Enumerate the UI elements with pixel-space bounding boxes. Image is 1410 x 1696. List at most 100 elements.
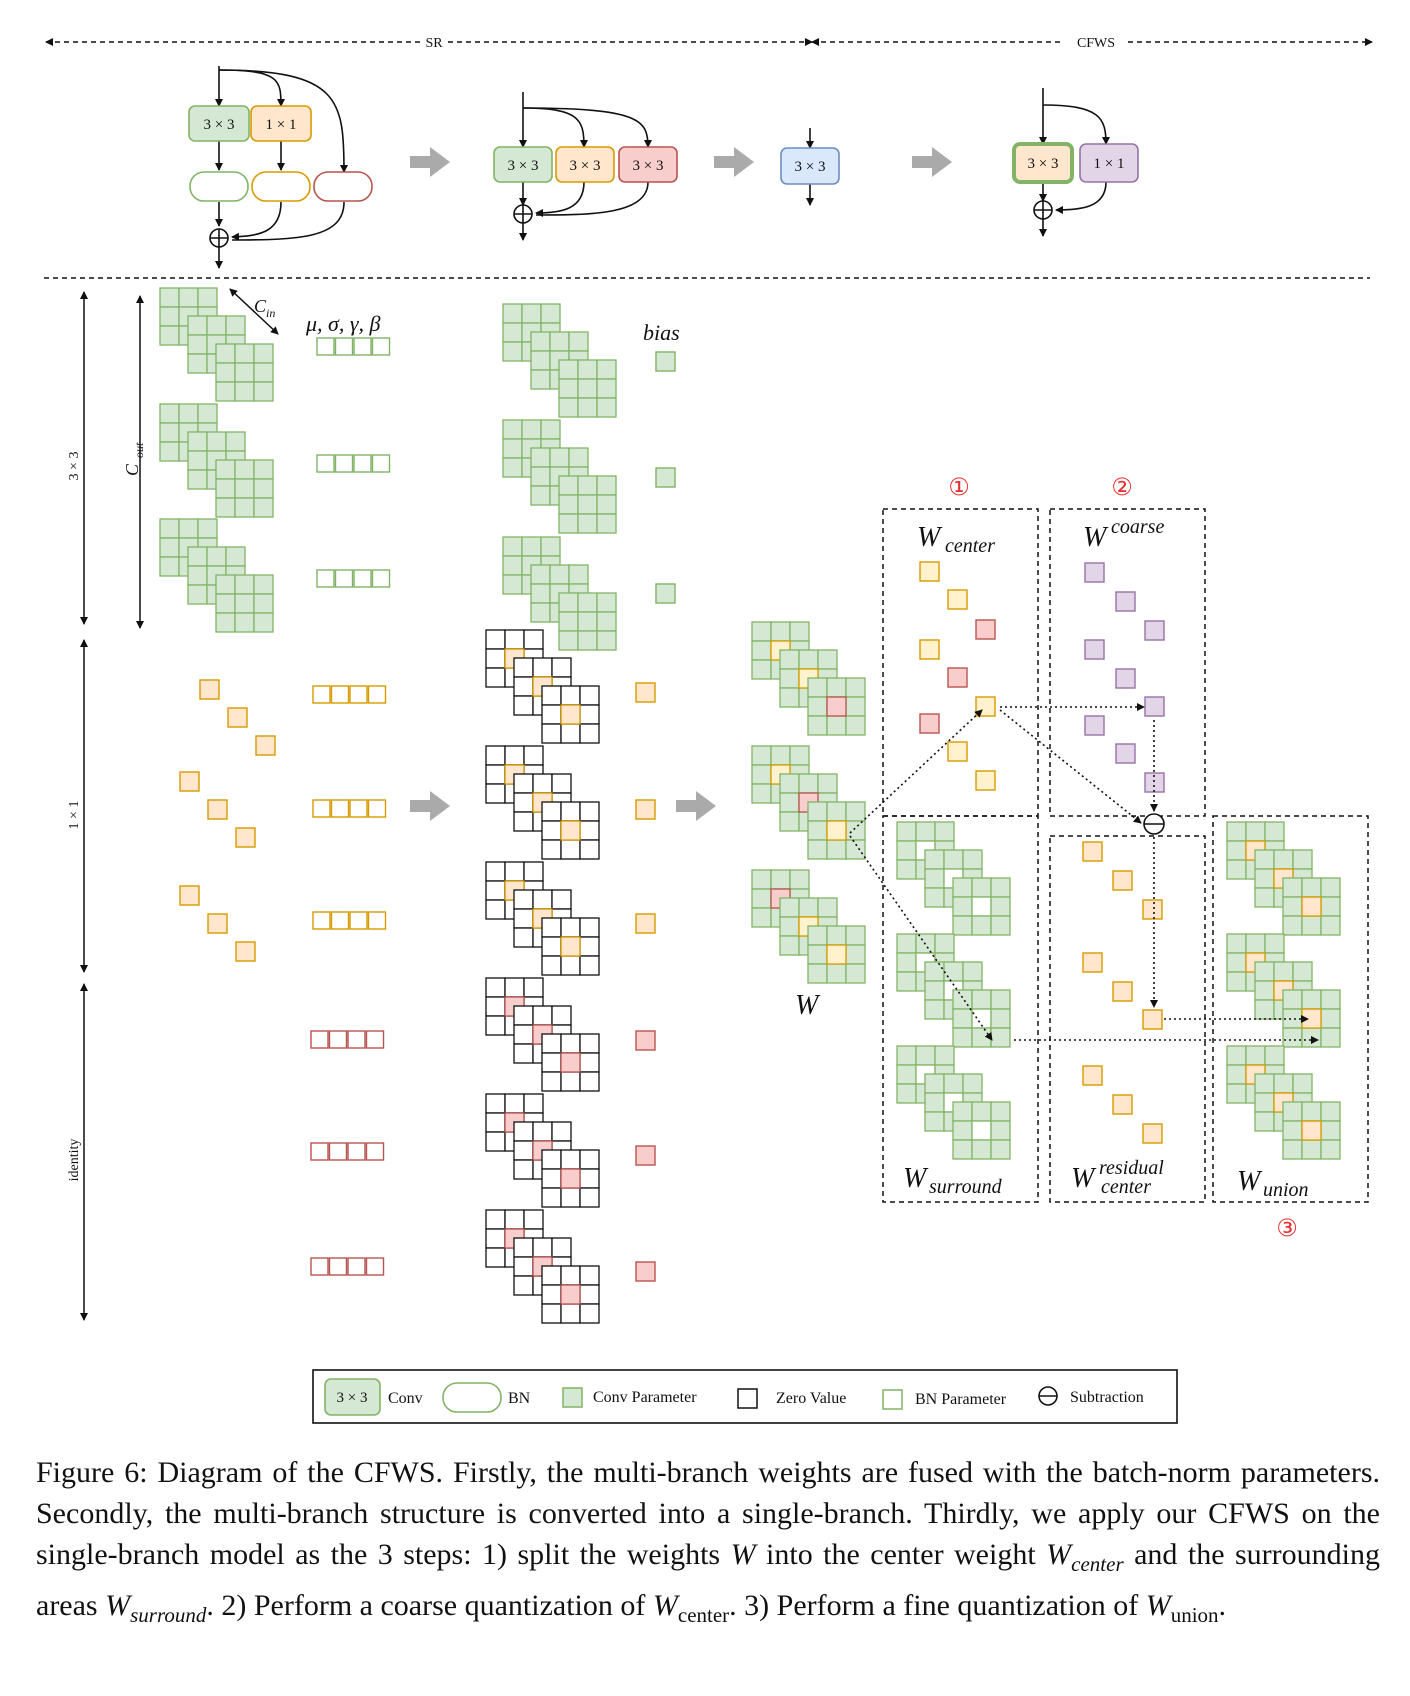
bn-parameter-cell [334,569,354,588]
weight-cell [513,1043,534,1064]
weight-cell [206,315,227,336]
coarse-weight [1115,743,1136,764]
fused-conv3x3-orange [555,146,615,183]
weight-cell [779,916,800,937]
weight-cell [215,362,236,383]
weight-cell [952,915,973,936]
weight-cell [990,915,1011,936]
svg-text:surround: surround [929,1176,1003,1198]
weight-cell [234,497,255,518]
weight-cell [541,1052,562,1073]
weight-cell [178,518,199,539]
weight-cell [896,840,917,861]
weight-cell [596,513,617,534]
weight-cell [234,381,255,402]
weight-cell [924,961,945,982]
weight-cell [751,783,772,804]
top-section: SR CFWS 3 × 3 1 × 1 [44,36,1373,279]
bn-parameter-cell [310,1257,329,1276]
bn-parameter-cell [353,337,372,356]
conv3x3-block [188,105,250,142]
conv1x1-label: 1 × 1 [266,117,297,133]
weight-cell [1292,1073,1313,1094]
weight-cell [1254,849,1275,870]
legend-zero-label: Zero Value [776,1390,846,1407]
single-conv3x3 [780,147,840,185]
bn-parameter-cell [367,685,387,704]
weight-cell [770,869,791,890]
weight-cell [962,1073,983,1094]
svg-text:coarse: coarse [1111,516,1164,538]
w-surround-title: W surround [903,1163,1003,1198]
svg-text:W: W [917,522,943,553]
weight-cell [845,801,866,822]
residual-weight [1082,952,1103,973]
weight-cell [596,359,617,380]
weight-cell [532,773,553,794]
weight-cell [206,546,227,567]
weight-cell [159,537,180,558]
weight-cell [541,917,562,938]
weight-cell [990,1008,1011,1029]
svg-text:union: union [1263,1179,1309,1201]
box-w-coarse [1049,508,1206,817]
weight-cell [779,792,800,813]
weight-cell [215,343,236,364]
weight-cell [568,564,589,585]
weight-cell [952,877,973,898]
weight-cell [1282,989,1303,1010]
weight-cell [225,315,246,336]
weight-cell [807,801,828,822]
weight-cell [513,773,534,794]
weight-cell [1245,821,1266,842]
fused-conv3x3-green-label: 3 × 3 [508,158,539,174]
legend: 3 × 3 Conv BN Conv Parameter Zero Value … [312,1369,1178,1424]
center-weight [975,770,996,791]
weight-cell [1320,1120,1341,1141]
weight-cell [504,861,525,882]
weight-cell [751,869,772,890]
weight-cell [549,564,570,585]
weight-cell [558,475,579,496]
legend-conv-param-label: Conv Parameter [593,1389,697,1406]
weight-cell [504,629,525,650]
weight-cell [971,989,992,1010]
weight-cell [1226,1045,1247,1066]
weight-cell [1254,980,1275,1001]
weight-cell [187,431,208,452]
weight-cell [234,459,255,480]
weight-cell [551,889,572,910]
bn-parameter-cell [328,1030,348,1049]
weight-cell [530,466,551,487]
bn-parameter-cell [330,799,350,818]
bias-square [635,682,656,703]
weight-cell [530,350,551,371]
stage-arrows [410,147,952,177]
weight-cell [596,592,617,613]
weight-cell [896,1083,917,1104]
weight-cell [558,359,579,380]
weight-cell [502,574,523,595]
bias-square [655,467,676,488]
residual-weight [1112,870,1133,891]
cfws-diagram: SR CFWS 3 × 3 1 × 1 [44,36,1373,1424]
svg-text:W: W [903,1163,929,1194]
weight-cell [485,783,506,804]
weight-cell [485,629,506,650]
residual-weight [1082,1065,1103,1086]
weight-cell [1264,933,1285,954]
weight-cell [234,593,255,614]
weight-cell [798,649,819,670]
weight-cell [502,341,523,362]
weight-cell-highlight [1301,1120,1322,1141]
weight-cell [513,1024,534,1045]
weight-cell [579,1052,600,1073]
cfws-conv3x3 [1012,142,1074,184]
conv1x1-block [250,105,312,142]
weight-cell [502,457,523,478]
weight-cell [751,888,772,909]
weight-cell-highlight [560,1052,581,1073]
bn-parameter-cell [349,911,368,930]
weight-cell [990,1139,1011,1160]
weight-cell [770,745,791,766]
